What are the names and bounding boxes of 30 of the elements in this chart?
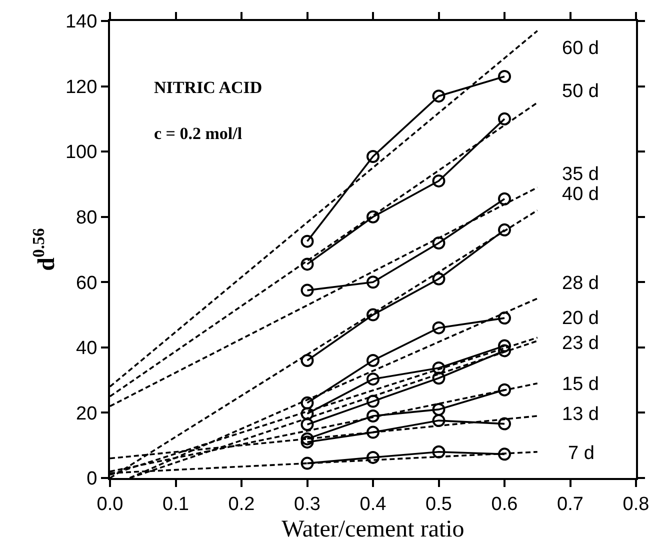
annotation: 50 d bbox=[562, 81, 599, 102]
y-tick-label: 80 bbox=[76, 208, 98, 229]
x-axis-title: Water/cement ratio bbox=[282, 516, 464, 543]
x-tick-label: 0.6 bbox=[491, 494, 518, 515]
annotation: 15 d bbox=[562, 374, 599, 395]
x-tick-label: 0.5 bbox=[426, 494, 452, 515]
y-tick-label: 120 bbox=[65, 76, 98, 98]
x-tick-label: 0.0 bbox=[96, 494, 124, 515]
annotation: 13 d bbox=[562, 404, 599, 425]
x-tick-label: 0.3 bbox=[294, 494, 320, 515]
annotation: 23 d bbox=[562, 333, 599, 354]
y-tick-label: 20 bbox=[76, 403, 98, 424]
y-tick-label: 60 bbox=[76, 272, 98, 294]
y-tick-label: 140 bbox=[65, 12, 98, 33]
annotation: 35 d bbox=[562, 164, 599, 185]
annotation: 60 d bbox=[562, 38, 599, 59]
annotation: 40 d bbox=[562, 184, 599, 205]
annotation: 20 d bbox=[562, 308, 599, 329]
x-tick-label: 0.1 bbox=[162, 494, 189, 515]
x-tick-label: 0.4 bbox=[360, 494, 387, 515]
y-tick-label: 0 bbox=[86, 468, 98, 490]
annotation: c = 0.2 mol/l bbox=[154, 124, 242, 143]
annotation: NITRIC ACID bbox=[154, 78, 262, 97]
annotation: 7 d bbox=[568, 443, 594, 464]
annotation: 28 d bbox=[562, 273, 599, 294]
y-tick-label: 40 bbox=[76, 338, 98, 360]
x-tick-label: 0.8 bbox=[622, 494, 650, 515]
y-tick-label: 100 bbox=[65, 142, 98, 164]
x-tick-label: 0.7 bbox=[557, 494, 584, 515]
x-tick-label: 0.2 bbox=[228, 494, 255, 515]
